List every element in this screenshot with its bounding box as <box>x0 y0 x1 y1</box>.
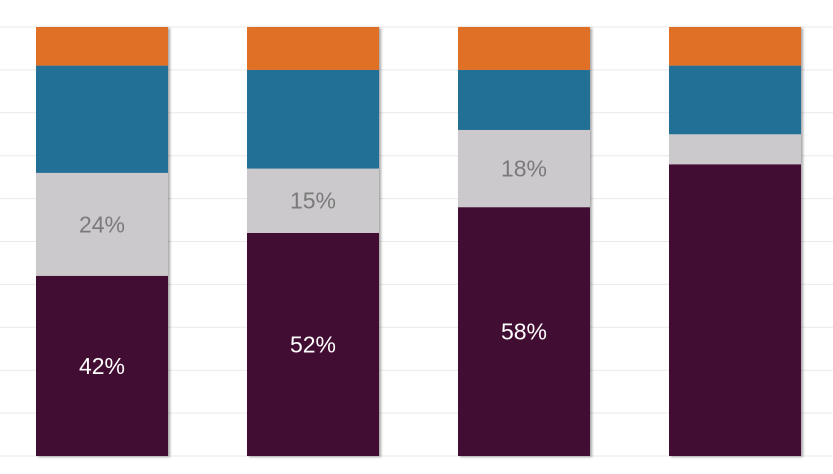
bar-segment <box>458 129 590 208</box>
bar-segment <box>36 65 168 173</box>
bar-segment <box>458 27 590 70</box>
bar-segment <box>669 134 801 165</box>
bar-segment <box>247 232 379 456</box>
data-labels: 42% 24% 52% 15% 58% 18% <box>79 156 547 379</box>
data-label: 15% <box>290 188 336 214</box>
bar-segment <box>247 69 379 169</box>
bar-segment <box>247 168 379 233</box>
data-label: 58% <box>501 319 547 345</box>
bar-2 <box>247 27 379 456</box>
bar-1 <box>36 27 168 456</box>
bar-segment <box>36 27 168 66</box>
bar-segment <box>458 69 590 130</box>
bar-segment <box>669 164 801 456</box>
bars <box>36 27 801 456</box>
bar-segment <box>36 275 168 456</box>
bar-segment <box>458 207 590 456</box>
bar-3 <box>458 27 590 456</box>
data-label: 52% <box>290 331 336 357</box>
data-label: 24% <box>79 211 125 237</box>
data-label: 18% <box>501 156 547 182</box>
bar-segment <box>669 65 801 135</box>
bar-segment <box>247 27 379 70</box>
bar-segment <box>36 172 168 276</box>
bar-4 <box>669 27 801 456</box>
bar-segment <box>669 27 801 66</box>
data-label: 42% <box>79 353 125 379</box>
